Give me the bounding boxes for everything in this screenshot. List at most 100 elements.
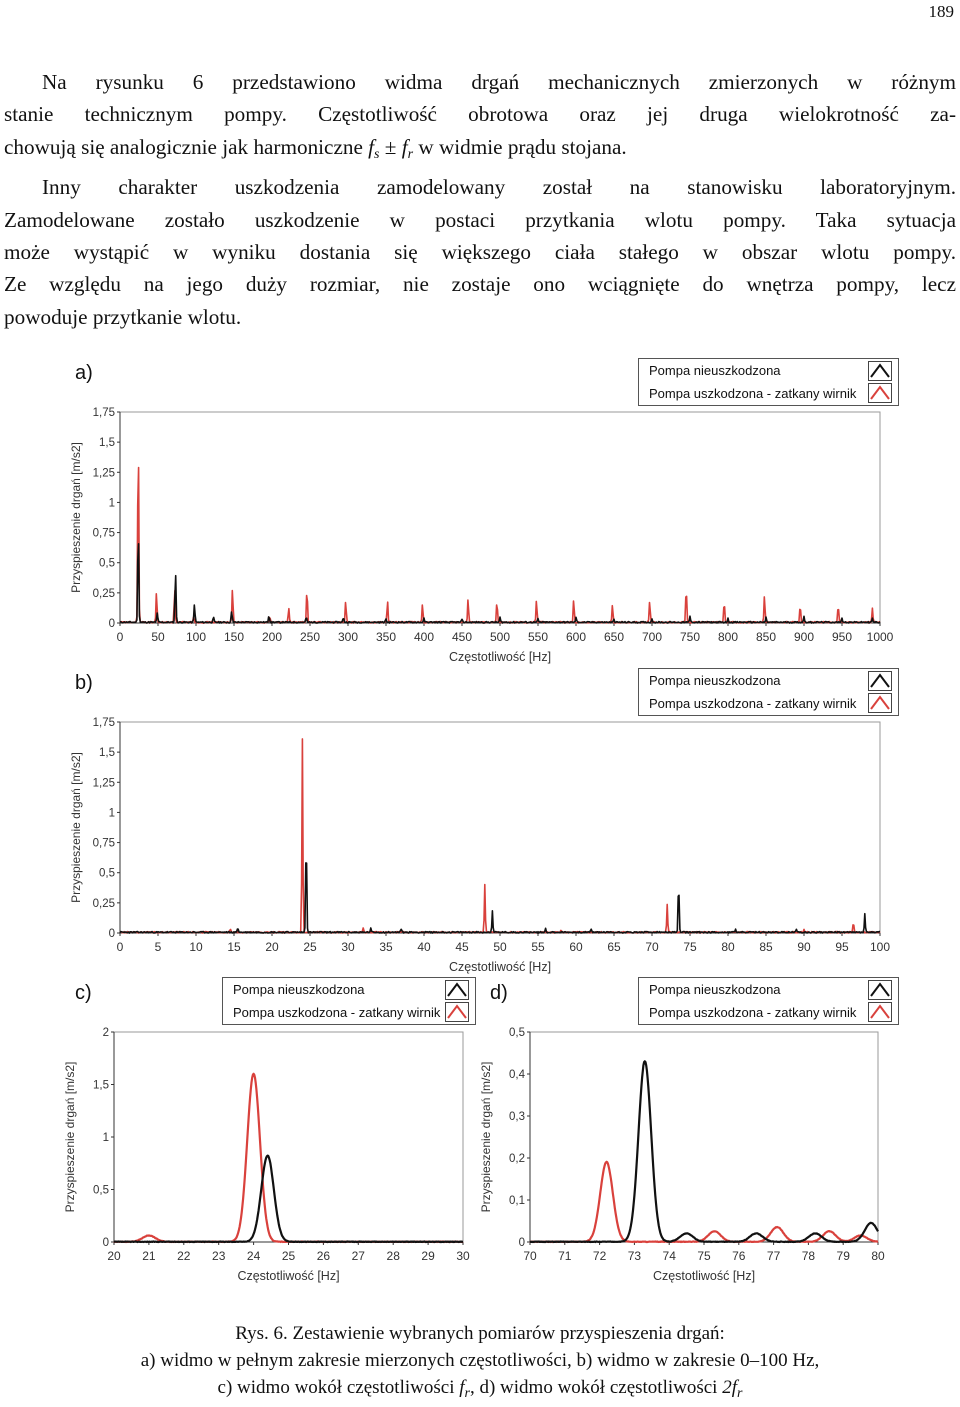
y-tick-label: 0,5 — [93, 1185, 109, 1197]
x-tick-label: 850 — [756, 630, 776, 644]
chart-c: 0 0,5 1 1,5 2 20 21 22 23 24 25 26 27 28 29 30 Częstotli… — [63, 1027, 470, 1283]
y-tick-label: 1,5 — [99, 747, 115, 759]
legend-swatch-damaged — [445, 1002, 469, 1022]
page-number: 189 — [928, 2, 955, 21]
x-tick-label: 900 — [794, 630, 814, 644]
x-tick-label: 79 — [837, 1249, 851, 1263]
y-tick-label: 1,75 — [93, 407, 115, 419]
x-tick-label: 5 — [155, 940, 162, 954]
paragraph-line: powoduje przytkanie wlotu. — [4, 304, 242, 329]
x-tick-label: 700 — [642, 630, 662, 644]
x-tick-label: 600 — [566, 630, 586, 644]
plot-area — [119, 721, 881, 934]
y-tick-label: 1 — [103, 1132, 109, 1144]
x-tick-label: 85 — [759, 940, 773, 954]
legend-b: Pompa nieuszkodzona Pompa uszkodzona - z… — [638, 668, 899, 716]
legend-entry-healthy: Pompa nieuszkodzona — [649, 981, 781, 997]
legend-swatch-healthy — [868, 980, 892, 1000]
x-tick-label: 100 — [186, 630, 206, 644]
x-tick-label: 350 — [376, 630, 396, 644]
x-tick-label: 75 — [683, 940, 697, 954]
x-tick-label: 10 — [189, 940, 203, 954]
legend-swatch-healthy — [868, 671, 892, 691]
x-tick-label: 30 — [456, 1249, 470, 1263]
y-tick-label: 2 — [103, 1027, 109, 1039]
y-tick-label: 0,1 — [509, 1195, 525, 1207]
legend-entry-damaged: Pompa uszkodzona - zatkany wirnik — [649, 1004, 857, 1020]
series-line-damaged — [529, 1160, 879, 1244]
x-tick-label: 0 — [117, 940, 124, 954]
x-tick-label: 80 — [721, 940, 735, 954]
y-tick-label: 1 — [109, 807, 115, 819]
y-tick-label: 0,5 — [509, 1027, 525, 1039]
series-line-healthy — [119, 862, 880, 934]
series-line-healthy — [529, 1060, 879, 1244]
x-tick-label: 24 — [247, 1249, 261, 1263]
x-tick-label: 72 — [593, 1249, 607, 1263]
legend-d: Pompa nieuszkodzona Pompa uszkodzona - z… — [638, 977, 899, 1025]
paragraph-line: Inny charakter uszkodzenia zamodelowany … — [42, 175, 956, 200]
y-tick-label: 0 — [109, 928, 115, 940]
legend-entry-damaged: Pompa uszkodzona - zatkany wirnik — [233, 1004, 441, 1020]
caption-line-3: c) widmo wokół częstotliwości fr, d) wid… — [217, 1377, 743, 1401]
legend-swatch-healthy — [445, 980, 469, 1000]
caption-line-2: a) widmo w pełnym zakresie mierzonych cz… — [140, 1350, 820, 1371]
legend-entry-healthy: Pompa nieuszkodzona — [649, 362, 781, 378]
y-tick-label: 0,25 — [93, 588, 115, 600]
y-axis-title: Przyspieszenie drgań [m/s2] — [479, 1062, 493, 1213]
plot-area — [119, 411, 881, 624]
legend-entry-damaged: Pompa uszkodzona - zatkany wirnik — [649, 385, 857, 401]
legend-swatch-damaged — [868, 1002, 892, 1022]
x-tick-label: 23 — [212, 1249, 226, 1263]
legend-swatch-damaged — [868, 383, 892, 403]
y-tick-label: 1 — [109, 497, 115, 509]
legend-c: Pompa nieuszkodzona Pompa uszkodzona - z… — [222, 977, 476, 1025]
x-tick-label: 30 — [341, 940, 355, 954]
x-tick-label: 800 — [718, 630, 738, 644]
x-tick-label: 60 — [569, 940, 583, 954]
body-paragraph: Na rysunku 6 przedstawiono widma drgań m… — [4, 66, 956, 333]
y-tick-label: 0,75 — [93, 528, 115, 540]
y-tick-label: 0,5 — [99, 558, 115, 570]
legend-entry-healthy: Pompa nieuszkodzona — [649, 672, 781, 688]
paragraph-line: Ze względu na jego duży rozmiar, nie zos… — [4, 272, 956, 297]
y-tick-label: 0,3 — [509, 1111, 525, 1123]
x-tick-label: 21 — [142, 1249, 156, 1263]
x-tick-label: 1000 — [867, 630, 894, 644]
x-tick-label: 200 — [262, 630, 282, 644]
x-tick-label: 50 — [493, 940, 507, 954]
legend-entry-healthy: Pompa nieuszkodzona — [233, 981, 365, 997]
x-tick-label: 74 — [663, 1249, 677, 1263]
x-tick-label: 0 — [117, 630, 124, 644]
x-tick-label: 90 — [797, 940, 811, 954]
paragraph-line: Zamodelowane zostało uszkodzenie w posta… — [4, 207, 956, 232]
y-tick-label: 1,25 — [93, 467, 115, 479]
x-tick-label: 22 — [177, 1249, 191, 1263]
y-tick-label: 0 — [103, 1237, 109, 1249]
x-tick-label: 77 — [767, 1249, 781, 1263]
x-tick-label: 650 — [604, 630, 624, 644]
y-tick-label: 0,4 — [509, 1069, 526, 1081]
y-axis-title: Przyspieszenie drgań [m/s2] — [69, 752, 83, 903]
x-tick-label: 55 — [531, 940, 545, 954]
x-axis-title: Częstotliwość [Hz] — [237, 1269, 339, 1283]
y-tick-label: 1,25 — [93, 777, 115, 789]
y-tick-label: 1,5 — [99, 437, 115, 449]
x-tick-label: 25 — [303, 940, 317, 954]
x-tick-label: 95 — [835, 940, 849, 954]
x-tick-label: 65 — [607, 940, 621, 954]
x-tick-label: 25 — [282, 1249, 296, 1263]
x-tick-label: 20 — [107, 1249, 121, 1263]
legend-a: Pompa nieuszkodzona Pompa uszkodzona - z… — [638, 358, 899, 406]
x-tick-label: 27 — [352, 1249, 366, 1263]
chart-b: 0 0,25 0,5 0,75 1 1,25 1,5 1,75 0 5 10 15 20 25 30 35 40… — [69, 717, 890, 974]
x-tick-label: 100 — [870, 940, 890, 954]
chart-a: 0 0,25 0,5 0,75 1 1,25 1,5 1,75 0 50 100 150 200 250 3… — [69, 407, 894, 664]
y-tick-label: 1,75 — [93, 717, 115, 729]
x-tick-label: 400 — [414, 630, 434, 644]
x-tick-label: 15 — [227, 940, 241, 954]
chart-d: 0 0,1 0,2 0,3 0,4 0,5 70 71 72 73 74 75 76 77 78 79 80 Cz… — [479, 1027, 885, 1283]
paragraph-line: chowują się analogicznie jak harmoniczne… — [4, 134, 627, 162]
x-tick-label: 40 — [417, 940, 431, 954]
x-tick-label: 550 — [528, 630, 548, 644]
